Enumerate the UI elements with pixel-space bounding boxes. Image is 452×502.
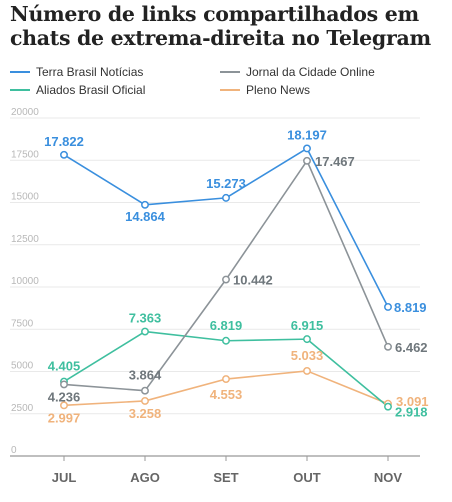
legend-item-jornal-da-cidade: Jornal da Cidade Online bbox=[220, 63, 375, 81]
data-point bbox=[222, 375, 230, 384]
data-point bbox=[222, 275, 230, 284]
y-axis: 0 2500 5000 7500 10000 12500 15000 17500 20000 bbox=[11, 107, 39, 456]
data-label: 6.819 bbox=[210, 318, 243, 333]
y-tick-label: 2500 bbox=[11, 403, 34, 414]
data-point bbox=[222, 193, 230, 202]
legend-label: Aliados Brasil Oficial bbox=[36, 83, 146, 97]
legend-item-pleno-news: Pleno News bbox=[220, 81, 310, 99]
y-tick-label: 15000 bbox=[11, 192, 39, 203]
data-point bbox=[384, 303, 392, 311]
y-tick-label: 17500 bbox=[11, 149, 39, 160]
data-point bbox=[303, 335, 311, 344]
data-point bbox=[141, 200, 149, 209]
data-point bbox=[303, 156, 311, 165]
data-label: 3.864 bbox=[129, 368, 162, 383]
data-point bbox=[303, 366, 311, 375]
data-point bbox=[384, 402, 392, 411]
data-label: 3.258 bbox=[129, 406, 162, 421]
data-label: 17.822 bbox=[44, 134, 84, 149]
x-tick-label: OUT bbox=[293, 470, 321, 485]
legend: Terra Brasil Notícias Jornal da Cidade O… bbox=[10, 63, 446, 99]
data-label: 4.236 bbox=[48, 389, 81, 404]
legend-swatch bbox=[10, 71, 30, 73]
data-labels: 2.997 3.258 4.553 5.033 3.091 4.405 7.363 6.819… bbox=[44, 127, 428, 425]
x-tick-label: AGO bbox=[130, 470, 160, 485]
data-point bbox=[141, 327, 149, 336]
series-points bbox=[60, 144, 392, 411]
y-tick-label: 0 bbox=[11, 445, 17, 456]
data-label: 15.273 bbox=[206, 176, 246, 191]
y-tick-label: 20000 bbox=[11, 107, 39, 118]
x-axis: JUL AGO SET OUT NOV bbox=[52, 456, 403, 485]
legend-label: Pleno News bbox=[246, 83, 311, 97]
legend-label: Terra Brasil Notícias bbox=[36, 65, 144, 79]
chart-title: Número de links compartilhados em chats … bbox=[10, 2, 431, 50]
data-label: 5.033 bbox=[291, 348, 324, 363]
data-label: 4.405 bbox=[48, 359, 81, 374]
data-label: 3.091 bbox=[396, 394, 429, 409]
data-label: 17.467 bbox=[315, 154, 355, 169]
data-point bbox=[141, 396, 149, 405]
data-label: 10.442 bbox=[233, 273, 273, 288]
legend-swatch bbox=[10, 89, 30, 91]
data-point bbox=[303, 144, 311, 153]
data-point bbox=[384, 342, 392, 351]
legend-swatch bbox=[220, 71, 240, 73]
data-label: 6.915 bbox=[291, 318, 324, 333]
data-label: 14.864 bbox=[125, 209, 166, 224]
y-tick-label: 12500 bbox=[11, 234, 39, 245]
data-label: 18.197 bbox=[287, 127, 327, 142]
data-label: 6.462 bbox=[395, 340, 428, 355]
y-tick-label: 5000 bbox=[11, 361, 34, 372]
y-tick-label: 10000 bbox=[11, 276, 39, 287]
legend-label: Jornal da Cidade Online bbox=[246, 65, 375, 79]
legend-item-aliados-brasil: Aliados Brasil Oficial bbox=[10, 81, 145, 99]
data-label: 2.997 bbox=[48, 410, 81, 425]
data-point bbox=[222, 336, 230, 345]
x-tick-label: NOV bbox=[374, 470, 403, 485]
data-point bbox=[60, 150, 68, 159]
data-label: 7.363 bbox=[129, 311, 162, 326]
data-label: 8.819 bbox=[394, 300, 427, 315]
data-point bbox=[141, 386, 149, 395]
legend-item-terra-brasil: Terra Brasil Notícias bbox=[10, 63, 143, 81]
legend-swatch bbox=[220, 89, 240, 91]
x-tick-label: JUL bbox=[52, 470, 77, 485]
x-tick-label: SET bbox=[213, 470, 238, 485]
gridlines bbox=[10, 117, 420, 457]
data-label: 4.553 bbox=[210, 387, 243, 402]
data-point bbox=[60, 401, 68, 410]
data-label: 2.918 bbox=[395, 405, 428, 420]
y-tick-label: 7500 bbox=[11, 318, 34, 329]
data-point bbox=[60, 380, 68, 389]
